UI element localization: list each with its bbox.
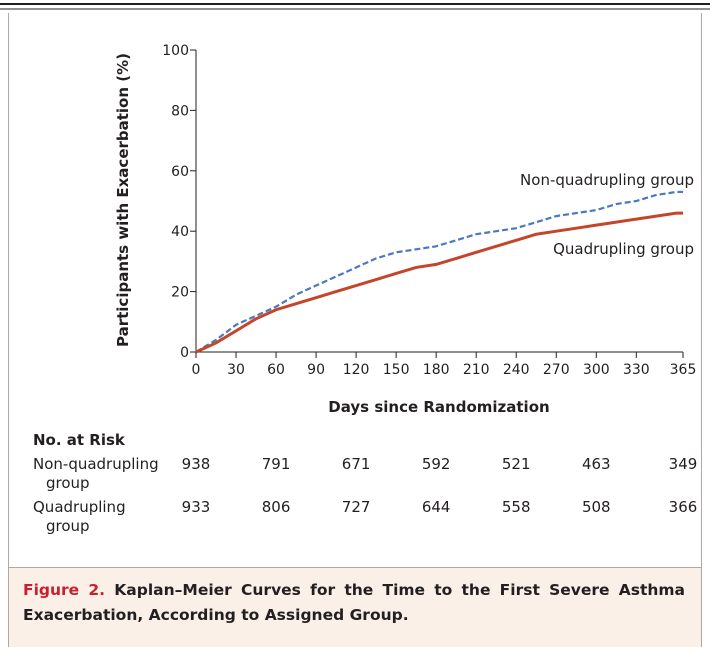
- risk-value: 592: [422, 455, 451, 473]
- risk-value: 727: [342, 498, 371, 516]
- x-axis-title: Days since Randomization: [328, 398, 549, 416]
- y-tick-label: 20: [171, 285, 189, 301]
- caption-label: Figure 2.: [23, 581, 106, 599]
- risk-value: 349: [669, 455, 698, 473]
- risk-row-label: Quadrupling group: [33, 498, 126, 535]
- y-tick-label: 60: [171, 164, 189, 180]
- x-tick-label: 30: [227, 362, 245, 378]
- x-tick-label: 240: [503, 362, 530, 378]
- x-tick-label: 120: [343, 362, 370, 378]
- caption-text: Kaplan–Meier Curves for the Time to the …: [23, 581, 685, 624]
- y-tick-label: 100: [162, 43, 189, 59]
- risk-row-label: Non-quadrupling group: [33, 455, 159, 492]
- curve: [195, 211, 683, 354]
- risk-value: 933: [182, 498, 211, 516]
- risk-value: 644: [422, 498, 451, 516]
- risk-value: 508: [582, 498, 611, 516]
- x-tick-label: 365: [670, 362, 697, 378]
- y-axis-title: Participants with Exacerbation (%): [114, 53, 132, 347]
- risk-value: 806: [262, 498, 291, 516]
- caption: Figure 2. Kaplan–Meier Curves for the Ti…: [9, 567, 701, 647]
- x-tick-label: 330: [623, 362, 650, 378]
- x-tick-label: 90: [307, 362, 325, 378]
- x-tick-label: 0: [192, 362, 201, 378]
- risk-value: 366: [669, 498, 698, 516]
- y-tick-label: 80: [171, 103, 189, 119]
- risk-title: No. at Risk: [33, 431, 126, 449]
- x-tick-label: 60: [267, 362, 285, 378]
- risk-value: 521: [502, 455, 531, 473]
- y-tick-label: 40: [171, 224, 189, 240]
- curve: [195, 190, 683, 353]
- risk-value: 671: [342, 455, 371, 473]
- curve-label: Quadrupling group: [553, 240, 694, 258]
- risk-value: 938: [182, 455, 211, 473]
- risk-value: 463: [582, 455, 611, 473]
- curve-label: Non-quadrupling group: [520, 171, 694, 189]
- risk-value: 558: [502, 498, 531, 516]
- x-tick-label: 300: [583, 362, 610, 378]
- y-tick-label: 0: [180, 345, 189, 361]
- x-tick-label: 210: [463, 362, 490, 378]
- x-tick-label: 270: [543, 362, 570, 378]
- x-tick-label: 150: [383, 362, 410, 378]
- x-tick-label: 180: [423, 362, 450, 378]
- risk-value: 791: [262, 455, 291, 473]
